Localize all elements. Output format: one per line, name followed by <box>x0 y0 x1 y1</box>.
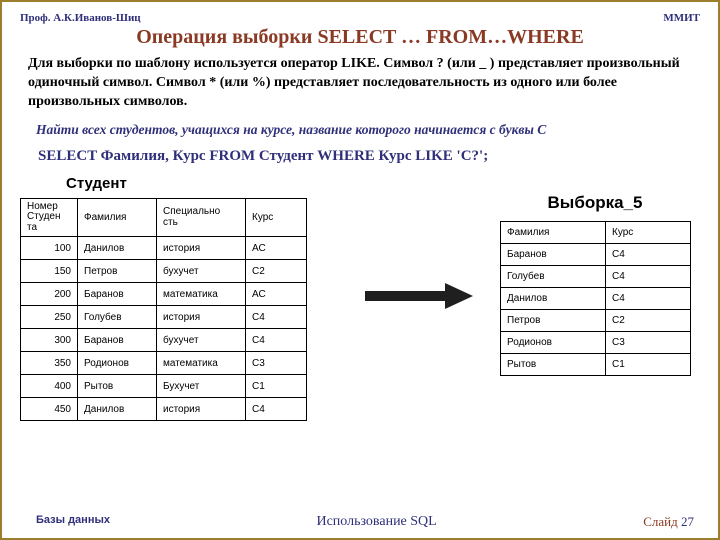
table-row: 200БарановматематикаАС <box>21 283 307 306</box>
table-row: 250ГолубевисторияС4 <box>21 306 307 329</box>
table-cell: Данилов <box>78 398 157 421</box>
col-header: Фамилия <box>78 198 157 237</box>
student-table: Номер Студен та Фамилия Специально сть К… <box>20 198 307 422</box>
table-cell: 350 <box>21 352 78 375</box>
table-cell: С4 <box>246 329 307 352</box>
table-cell: С1 <box>246 375 307 398</box>
table-row: ДаниловС4 <box>501 287 691 309</box>
left-table-title: Студент <box>66 175 350 192</box>
table-cell: АС <box>246 283 307 306</box>
table-cell: Баранов <box>78 283 157 306</box>
table-cell: 250 <box>21 306 78 329</box>
table-cell: Рытов <box>501 353 606 375</box>
table-cell: Баранов <box>501 243 606 265</box>
footer-right: Слайд 27 <box>643 514 694 530</box>
slide-label: Слайд <box>643 514 681 529</box>
table-cell: С3 <box>246 352 307 375</box>
task-text: Найти всех студентов, учащихся на курсе,… <box>36 122 692 138</box>
table-cell: С2 <box>606 309 691 331</box>
table-row: 300БарановбухучетС4 <box>21 329 307 352</box>
table-cell: 100 <box>21 237 78 260</box>
arrow-column <box>350 285 490 307</box>
org-label: ММИТ <box>663 12 700 24</box>
table-cell: С1 <box>606 353 691 375</box>
table-cell: С4 <box>606 243 691 265</box>
tables-row: Студент Номер Студен та Фамилия Специаль… <box>20 175 700 422</box>
table-cell: 150 <box>21 260 78 283</box>
table-cell: С4 <box>246 306 307 329</box>
table-cell: С3 <box>606 331 691 353</box>
table-cell: С2 <box>246 260 307 283</box>
table-cell: история <box>157 306 246 329</box>
col-header: Курс <box>246 198 307 237</box>
table-cell: история <box>157 237 246 260</box>
footer: Базы данных Использование SQL Слайд 27 <box>2 514 718 530</box>
col-header: Курс <box>606 221 691 243</box>
table-row: РодионовС3 <box>501 331 691 353</box>
col-header: Номер Студен та <box>21 198 78 237</box>
body-paragraph: Для выборки по шаблону используется опер… <box>28 55 692 112</box>
table-cell: С4 <box>246 398 307 421</box>
table-cell: Данилов <box>78 237 157 260</box>
table-cell: Родионов <box>78 352 157 375</box>
table-cell: математика <box>157 283 246 306</box>
right-column: Выборка_5 Фамилия Курс БарановС4ГолубевС… <box>490 175 700 376</box>
col-header: Специально сть <box>157 198 246 237</box>
table-cell: 400 <box>21 375 78 398</box>
table-cell: 300 <box>21 329 78 352</box>
table-cell: 450 <box>21 398 78 421</box>
table-row: 100ДаниловисторияАС <box>21 237 307 260</box>
table-cell: АС <box>246 237 307 260</box>
table-cell: Петров <box>501 309 606 331</box>
slide-title: Операция выборки SELECT … FROM…WHERE <box>20 26 700 49</box>
table-cell: Петров <box>78 260 157 283</box>
table-cell: 200 <box>21 283 78 306</box>
table-cell: Баранов <box>78 329 157 352</box>
footer-left: Базы данных <box>36 514 110 530</box>
table-cell: Данилов <box>501 287 606 309</box>
footer-mid: Использование SQL <box>316 514 436 530</box>
table-cell: С4 <box>606 287 691 309</box>
table-cell: бухучет <box>157 260 246 283</box>
table-row: 150ПетровбухучетС2 <box>21 260 307 283</box>
table-row: РытовС1 <box>501 353 691 375</box>
table-cell: математика <box>157 352 246 375</box>
col-header: Фамилия <box>501 221 606 243</box>
table-row: 400РытовБухучетС1 <box>21 375 307 398</box>
right-table-title: Выборка_5 <box>490 193 700 213</box>
table-header-row: Фамилия Курс <box>501 221 691 243</box>
table-cell: С4 <box>606 265 691 287</box>
table-cell: Рытов <box>78 375 157 398</box>
table-cell: история <box>157 398 246 421</box>
header-row: Проф. А.К.Иванов-Шиц ММИТ <box>20 12 700 24</box>
table-cell: Голубев <box>501 265 606 287</box>
table-row: ГолубевС4 <box>501 265 691 287</box>
author-label: Проф. А.К.Иванов-Шиц <box>20 12 141 24</box>
table-header-row: Номер Студен та Фамилия Специально сть К… <box>21 198 307 237</box>
arrow-icon <box>365 285 475 307</box>
left-column: Студент Номер Студен та Фамилия Специаль… <box>20 175 350 422</box>
table-row: БарановС4 <box>501 243 691 265</box>
table-cell: бухучет <box>157 329 246 352</box>
table-row: 350РодионовматематикаС3 <box>21 352 307 375</box>
slide-frame: Проф. А.К.Иванов-Шиц ММИТ Операция выбор… <box>0 0 720 540</box>
sql-statement: SELECT Фамилия, Курс FROM Студент WHERE … <box>38 148 700 165</box>
table-cell: Голубев <box>78 306 157 329</box>
table-row: ПетровС2 <box>501 309 691 331</box>
table-row: 450ДаниловисторияС4 <box>21 398 307 421</box>
selection-table: Фамилия Курс БарановС4ГолубевС4ДаниловС4… <box>500 221 691 376</box>
slide-number: 27 <box>681 514 694 529</box>
table-cell: Родионов <box>501 331 606 353</box>
table-cell: Бухучет <box>157 375 246 398</box>
